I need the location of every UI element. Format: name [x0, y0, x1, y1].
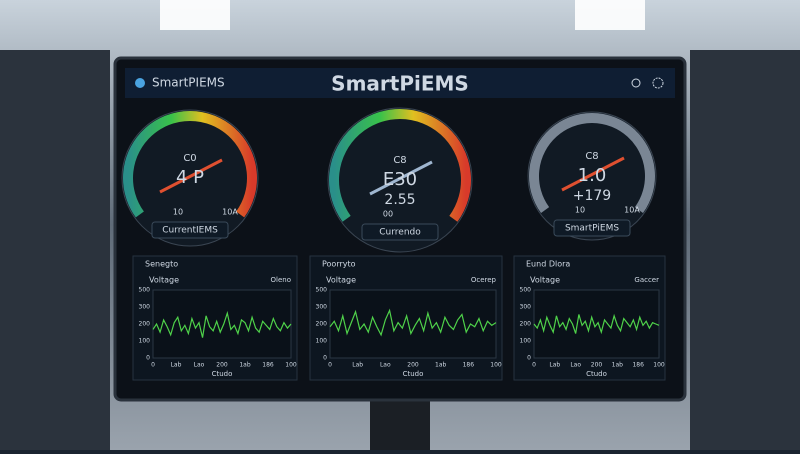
x-tick-label: 1ab [239, 362, 250, 369]
plot-area [152, 289, 292, 359]
ceiling-light [575, 0, 645, 30]
user-icon[interactable] [631, 78, 641, 88]
y-tick-label: 100 [520, 338, 532, 345]
x-axis-label: Ctudo [212, 370, 233, 378]
gauge-top: C8 [393, 155, 406, 166]
gauge-max: 10A [222, 208, 238, 217]
brand: SmartPIEMS [152, 76, 225, 90]
x-tick-label: 200 [216, 362, 228, 369]
y-tick-label: 300 [520, 304, 532, 311]
x-tick-label: 186 [632, 362, 644, 369]
gauge-needle [561, 156, 625, 192]
gauge-sub: 2.55 [384, 192, 415, 208]
gauge-label: Currendo [379, 228, 421, 238]
x-tick-label: 100 [285, 362, 297, 369]
plot-area [329, 289, 497, 359]
app-title: SmartPiEMS [331, 72, 469, 96]
y-tick-label: 500 [139, 287, 151, 294]
y-tick-label: 200 [520, 321, 532, 328]
legend: Oleno [271, 276, 291, 284]
y-tick-label: 200 [316, 321, 328, 328]
x-tick-label: 186 [463, 362, 475, 369]
gauge-min: 10 [173, 208, 183, 217]
gauge-arc [529, 113, 655, 214]
y-tick-label: 500 [316, 287, 328, 294]
x-tick-label: 0 [151, 362, 155, 369]
header-bar [125, 68, 675, 98]
gauge-arc [123, 111, 257, 218]
y-tick-label: 0 [323, 355, 327, 362]
gauge-label: SmartPiEMS [565, 224, 619, 234]
series-name: Voltage [530, 276, 560, 285]
panel-title: Senegto [145, 260, 178, 269]
x-tick-label: 1ab [612, 362, 623, 369]
waveform [152, 310, 292, 338]
y-tick-label: 0 [527, 355, 531, 362]
gauge-arc [329, 109, 471, 222]
y-tick-label: 100 [316, 338, 328, 345]
gauge-needle [159, 158, 223, 194]
legend: Gaccer [634, 276, 659, 284]
x-tick-label: Lab [171, 362, 182, 369]
gauge-value: 1.0 [578, 165, 607, 186]
x-tick-label: 0 [532, 362, 536, 369]
panel-title: Eund Dlora [526, 260, 570, 269]
waveform [329, 308, 497, 337]
x-tick-label: 1ab [435, 362, 446, 369]
y-tick-label: 0 [146, 355, 150, 362]
settings-icon[interactable] [652, 77, 664, 89]
panel-title: Poorryto [322, 260, 356, 269]
x-tick-label: Lao [194, 362, 205, 369]
gauge-label-box [553, 219, 631, 237]
x-tick-label: 100 [653, 362, 665, 369]
y-tick-label: 200 [139, 321, 151, 328]
rack [690, 50, 800, 450]
gauge-max: 10A [624, 206, 640, 215]
ceiling-light [160, 0, 230, 30]
rack [0, 50, 110, 450]
gauge-needle [369, 160, 433, 196]
gauge-top: C0 [183, 153, 196, 164]
x-tick-label: 100 [490, 362, 502, 369]
series-name: Voltage [149, 276, 179, 285]
x-axis-label: Ctudo [403, 370, 424, 378]
gauge-sub: +179 [573, 188, 611, 204]
y-tick-label: 100 [139, 338, 151, 345]
series-name: Voltage [326, 276, 356, 285]
legend: Ocerep [471, 276, 497, 284]
gauge-label-box [151, 221, 229, 239]
x-tick-label: Lao [380, 362, 391, 369]
x-tick-label: 200 [591, 362, 603, 369]
gauge-value: 4 P [176, 167, 204, 188]
x-tick-label: 200 [407, 362, 419, 369]
x-tick-label: Lab [352, 362, 363, 369]
y-tick-label: 500 [520, 287, 532, 294]
gauge-top: C8 [585, 151, 598, 162]
x-tick-label: Lao [570, 362, 581, 369]
y-tick-label: 300 [139, 304, 151, 311]
gauge-label-box [361, 223, 439, 241]
x-tick-label: 0 [328, 362, 332, 369]
y-tick-label: 300 [316, 304, 328, 311]
x-axis-label: Ctudo [586, 370, 607, 378]
stand [370, 400, 430, 450]
x-tick-label: Lab [549, 362, 560, 369]
waveform [533, 313, 660, 335]
gauge-min: 00 [383, 210, 393, 219]
gauge-min: 10 [575, 206, 585, 215]
logo [135, 78, 145, 88]
gauge-label: CurrentIEMS [162, 226, 218, 236]
x-tick-label: 186 [262, 362, 274, 369]
gauge-value: E30 [383, 169, 417, 190]
